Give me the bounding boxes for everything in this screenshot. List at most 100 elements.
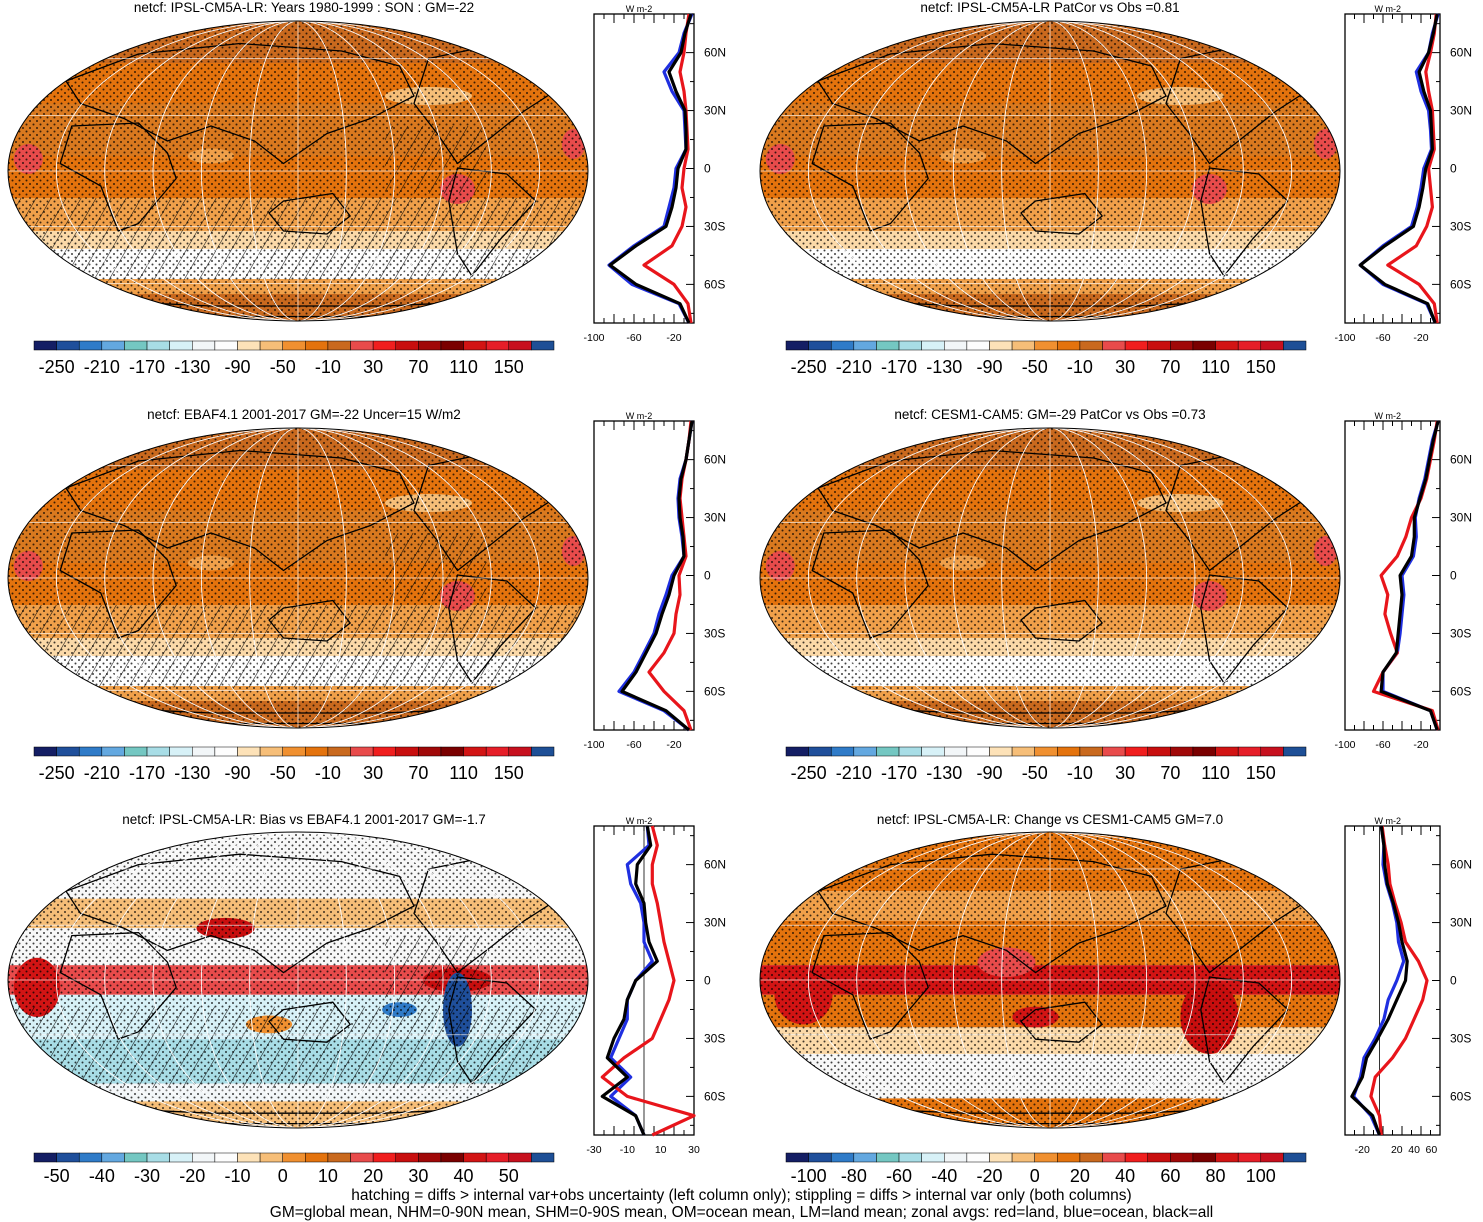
profile-lat-label: 30N (704, 511, 726, 525)
colorbar-swatch (350, 746, 374, 757)
colorbar-swatch (966, 340, 990, 351)
profile-lat-label: 30S (1450, 626, 1471, 640)
colorbar-tick-label: -80 (841, 1166, 867, 1186)
colorbar-tick-label: -10 (315, 357, 341, 377)
colorbar-swatch (1237, 746, 1262, 757)
zonal-profile: -100 -60 -20 W m-2 60N 30N 0 30S 60S (1334, 411, 1472, 751)
colorbar-swatch (395, 1152, 419, 1163)
colorbar-tick-label: 80 (1206, 1166, 1226, 1186)
map-title: netcf: IPSL-CM5A-LR: Bias vs EBAF4.1 200… (122, 812, 486, 827)
colorbar-swatch (1011, 1152, 1035, 1163)
colorbar-swatch (1011, 340, 1035, 351)
colorbar-swatch (350, 340, 374, 351)
colorbar-swatch (282, 1152, 306, 1163)
colorbar-tick-label: -130 (926, 763, 962, 783)
colorbar-tick-label: 40 (1115, 1166, 1135, 1186)
colorbar-swatch (1215, 340, 1239, 351)
colorbar: -100 -80 -60 -40 -20 0 20 40 60 80 100 (785, 1152, 1307, 1186)
colorbar-tick-label: -40 (931, 1166, 957, 1186)
colorbar-swatch (1034, 1152, 1058, 1163)
colorbar-swatch (1170, 340, 1194, 351)
colorbar-tick-label: -170 (881, 763, 917, 783)
map-border (759, 20, 1341, 322)
colorbar: -50 -40 -30 -20 -10 0 10 20 30 40 50 (33, 1152, 555, 1186)
map-field (760, 21, 1340, 321)
colorbar-tick-label: 30 (1115, 763, 1135, 783)
profile-lat-label: 60S (704, 684, 725, 698)
colorbar-swatch (78, 1152, 103, 1163)
colorbar: -250 -210 -170 -130 -90 -50 -10 30 70 110 150 (33, 746, 555, 783)
colorbar-tick-label: 30 (363, 763, 383, 783)
colorbar-swatch (259, 1152, 283, 1163)
colorbar-swatch (1283, 746, 1307, 757)
colorbar-swatch (282, 340, 306, 351)
colorbar-tick-label: -210 (836, 357, 872, 377)
colorbar-swatch (485, 1152, 510, 1163)
continent-outline-australia (268, 599, 351, 642)
colorbar-tick-label: -250 (39, 763, 75, 783)
colorbar-swatch (1102, 340, 1126, 351)
colorbar-swatch (1170, 1152, 1194, 1163)
colorbar-tick-label: 70 (408, 763, 428, 783)
colorbar-tick-label: 110 (449, 357, 478, 377)
profile-series-land (642, 13, 693, 324)
map-field (8, 21, 588, 321)
colorbar-swatch (830, 746, 855, 757)
colorbar-swatch (1124, 746, 1148, 757)
colorbar-tick-label: -170 (129, 357, 165, 377)
colorbar-swatch (101, 1152, 125, 1163)
continent-outline-samerica (1200, 574, 1289, 684)
profile-x-tick-label: -20 (666, 739, 681, 751)
profile-lat-label: 60S (1450, 684, 1471, 698)
colorbar-tick-label: 100 (1246, 1166, 1276, 1186)
profile-x-tick-label: 30 (688, 1144, 700, 1156)
colorbar-swatch (944, 340, 968, 351)
profile-lat-label: 60N (1450, 858, 1472, 872)
colorbar-swatch (966, 746, 990, 757)
colorbar-tick-label: -30 (134, 1166, 160, 1186)
map-border (7, 20, 589, 322)
map-border (7, 831, 589, 1129)
profile-units-label: W m-2 (1375, 816, 1402, 826)
colorbar-swatch (1237, 1152, 1262, 1163)
colorbar-swatch (876, 746, 900, 757)
colorbar-swatch (418, 746, 442, 757)
colorbar-swatch (898, 1152, 922, 1163)
colorbar-tick-label: 110 (1201, 763, 1230, 783)
colorbar-tick-label: -90 (976, 763, 1002, 783)
profile-lat-label: 30N (704, 104, 726, 118)
map-panel: netcf: IPSL-CM5A-LR: Years 1980-1999 : S… (7, 0, 589, 322)
continent-outline-samerica (448, 167, 537, 277)
profile-lat-label: 0 (1450, 569, 1457, 583)
colorbar-swatch (1283, 340, 1307, 351)
colorbar-tick-label: 20 (363, 1166, 383, 1186)
caption-line-2: GM=global mean, NHM=0-90N mean, SHM=0-90… (269, 1204, 1214, 1221)
continent-outline-samerica (448, 574, 537, 684)
profile-lat-label: 60S (704, 277, 725, 291)
profile-lat-label: 30N (1450, 511, 1472, 525)
colorbar-swatch (1147, 340, 1171, 351)
profile-lat-label: 60N (1450, 46, 1472, 60)
map-border (759, 831, 1341, 1129)
colorbar-swatch (853, 340, 877, 351)
map-field (8, 832, 588, 1128)
colorbar-swatch (531, 746, 555, 757)
profile-x-tick-label: -20 (1355, 1144, 1370, 1156)
colorbar-swatch (33, 746, 57, 757)
profile-lat-label: 30S (704, 1031, 725, 1045)
colorbar-swatch (1102, 1152, 1126, 1163)
continent-outline-eurasia (817, 42, 1167, 165)
profile-lat-label: 0 (704, 974, 711, 988)
colorbar-swatch (785, 340, 809, 351)
colorbar-swatch (237, 340, 261, 351)
colorbar-swatch (531, 1152, 555, 1163)
profile-x-tick-label: 60 (1426, 1144, 1438, 1156)
colorbar-tick-label: -50 (270, 357, 296, 377)
profile-x-tick-label: -60 (626, 739, 641, 751)
profile-x-tick-label: -100 (1334, 332, 1355, 344)
colorbar-swatch (56, 746, 80, 757)
colorbar-swatch (259, 746, 283, 757)
profile-x-tick-label: -100 (583, 332, 604, 344)
colorbar-tick-label: 110 (449, 763, 478, 783)
colorbar-tick-label: 20 (1070, 1166, 1090, 1186)
